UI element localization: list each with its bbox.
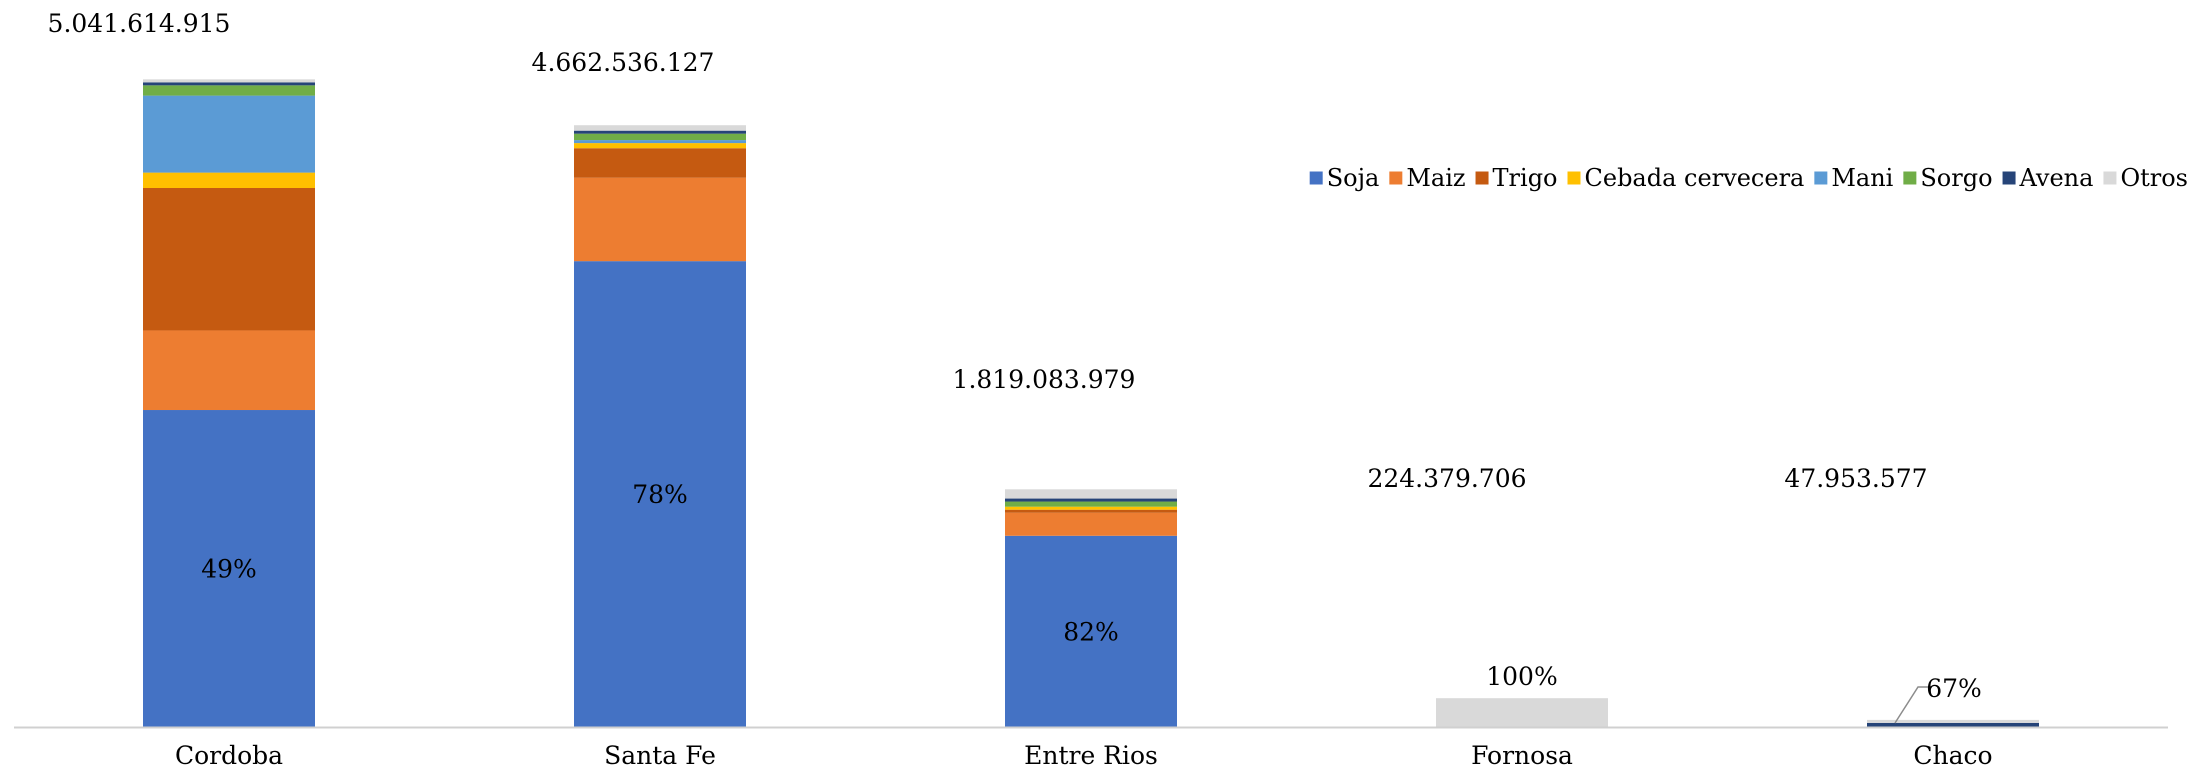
bar-entre-rios-soja bbox=[1005, 535, 1177, 727]
legend-swatch-maiz bbox=[1389, 171, 1403, 185]
data-label-entre-rios: 82% bbox=[1063, 617, 1119, 646]
x-tick-label-entre-rios: Entre Rios bbox=[1024, 741, 1158, 766]
legend: Soja Maiz Trigo Cebada cervecera Mani Sorgo Av… bbox=[1309, 164, 2188, 192]
data-label-chaco: 67% bbox=[1926, 674, 1982, 703]
bar-cordoba-trigo bbox=[143, 188, 315, 331]
total-label-cordoba: 5.041.614.915 bbox=[48, 9, 231, 38]
bar-santa-fe-soja bbox=[574, 261, 746, 727]
legend-label-avena: Avena bbox=[2019, 164, 2094, 192]
bar-entre-rios-trigo bbox=[1005, 509, 1177, 513]
total-label-entre-rios: 1.819.083.979 bbox=[953, 365, 1136, 394]
total-label-santa-fe: 4.662.536.127 bbox=[532, 48, 715, 77]
legend-swatch-cebada-cervecera bbox=[1567, 171, 1581, 185]
legend-swatch-mani bbox=[1814, 171, 1828, 185]
legend-swatch-sorgo bbox=[1903, 171, 1917, 185]
total-label-chaco: 47.953.577 bbox=[1784, 464, 1927, 493]
bar-santa-fe-maiz bbox=[574, 177, 746, 262]
bar-santa-fe-trigo bbox=[574, 148, 746, 178]
legend-label-sorgo: Sorgo bbox=[1920, 164, 1992, 192]
leader-line-chaco bbox=[1894, 686, 1932, 724]
data-label-cordoba: 49% bbox=[201, 555, 257, 584]
bar-chaco-avena bbox=[1867, 722, 2039, 727]
legend-swatch-soja bbox=[1309, 171, 1323, 185]
x-tick-label-chaco: Chaco bbox=[1913, 741, 1992, 766]
bar-entre-rios-sorgo bbox=[1005, 501, 1177, 507]
data-label-fornosa: 100% bbox=[1486, 662, 1557, 691]
bar-cordoba-avena bbox=[143, 82, 315, 86]
legend-label-trigo: Trigo bbox=[1493, 164, 1558, 192]
bar-chaco-otros bbox=[1867, 719, 2039, 723]
bar-santa-fe-avena bbox=[574, 130, 746, 134]
legend-label-mani: Mani bbox=[1831, 164, 1893, 192]
bar-fornosa-otros bbox=[1436, 698, 1608, 727]
legend-label-otros: Otros bbox=[2120, 164, 2188, 192]
bar-santa-fe-sorgo bbox=[574, 133, 746, 141]
bar-cordoba-maiz bbox=[143, 330, 315, 411]
bar-entre-rios-otros bbox=[1005, 489, 1177, 499]
bar-santa-fe-otros bbox=[574, 125, 746, 131]
legend-swatch-avena bbox=[2002, 171, 2016, 185]
legend-swatch-trigo bbox=[1475, 171, 1489, 185]
bar-santa-fe-cebada-cervecera bbox=[574, 143, 746, 149]
x-tick-label-fornosa: Fornosa bbox=[1471, 741, 1573, 766]
bar-entre-rios-cebada-cervecera bbox=[1005, 506, 1177, 510]
data-label-santa-fe: 78% bbox=[632, 480, 688, 509]
x-tick-label-santa-fe: Santa Fe bbox=[604, 741, 716, 766]
bar-cordoba-sorgo bbox=[143, 85, 315, 96]
bar-cordoba-cebada-cervecera bbox=[143, 172, 315, 189]
bar-entre-rios-maiz bbox=[1005, 512, 1177, 536]
bar-cordoba-otros bbox=[143, 79, 315, 83]
legend-swatch-otros bbox=[2103, 171, 2117, 185]
x-tick-label-cordoba: Cordoba bbox=[175, 741, 283, 766]
legend-label-cebada-cervecera: Cebada cervecera bbox=[1585, 164, 1805, 192]
bar-cordoba-soja bbox=[143, 410, 315, 727]
legend-label-soja: Soja bbox=[1327, 164, 1380, 192]
legend-label-maiz: Maiz bbox=[1406, 164, 1465, 192]
total-label-fornosa: 224.379.706 bbox=[1367, 464, 1526, 493]
bar-entre-rios-avena bbox=[1005, 498, 1177, 502]
bar-cordoba-mani bbox=[143, 95, 315, 173]
bar-santa-fe-mani bbox=[574, 140, 746, 144]
